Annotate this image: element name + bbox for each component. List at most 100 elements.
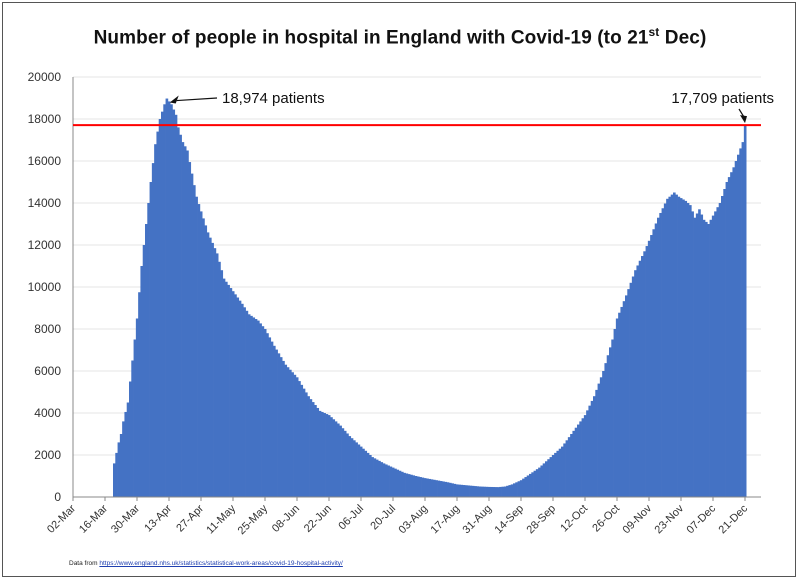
bar	[215, 253, 219, 497]
y-tick-label: 4000	[34, 406, 61, 420]
bar	[353, 440, 356, 497]
bar	[437, 480, 441, 497]
bar	[433, 479, 436, 497]
bar	[732, 167, 736, 498]
bar	[698, 209, 701, 498]
bar	[590, 400, 594, 497]
bar	[743, 125, 747, 498]
bar	[266, 333, 269, 497]
bar	[526, 475, 530, 497]
bar	[622, 301, 626, 497]
bar	[403, 472, 406, 497]
bar	[581, 418, 585, 497]
bar	[311, 402, 315, 497]
bar	[547, 459, 550, 497]
x-tick-label: 27-Apr	[174, 502, 206, 534]
bar	[453, 483, 457, 497]
bar	[332, 419, 336, 497]
bar	[170, 104, 173, 498]
bar	[174, 114, 178, 498]
bar	[309, 399, 313, 497]
bar	[627, 289, 630, 497]
bar	[229, 288, 233, 497]
bar	[398, 470, 402, 497]
bar	[261, 326, 265, 497]
bar	[458, 484, 461, 497]
bar	[250, 315, 253, 497]
bar	[279, 357, 283, 497]
y-tick-label: 14000	[28, 196, 62, 210]
bar	[481, 486, 484, 497]
bar	[419, 477, 422, 497]
bar	[565, 440, 569, 497]
bar	[561, 446, 564, 497]
bar	[451, 483, 454, 497]
x-tick-label: 28-Sep	[525, 503, 559, 537]
source-label: Data from	[69, 560, 98, 567]
bar	[119, 434, 123, 497]
bar	[241, 303, 244, 497]
bar	[362, 448, 365, 497]
x-tick-label: 31-Aug	[461, 503, 495, 537]
bar	[293, 374, 297, 497]
bar	[487, 486, 491, 497]
bar	[247, 314, 251, 497]
bar	[291, 372, 294, 497]
bar	[583, 415, 587, 497]
bar	[122, 421, 125, 497]
chart-plot: 0 2000 4000 6000 8000 10000 12000 14000 16000 180…	[28, 70, 774, 537]
bar	[346, 433, 349, 497]
bar	[506, 485, 509, 497]
bar	[625, 295, 628, 497]
bar	[213, 248, 217, 497]
bar	[371, 457, 374, 497]
source-link[interactable]: https://www.england.nhs.uk/statistics/st…	[99, 560, 343, 567]
bar	[220, 270, 224, 497]
bar	[421, 477, 425, 497]
bar	[401, 471, 404, 497]
bar	[369, 455, 372, 497]
x-tick-label: 20-Jul	[368, 503, 398, 533]
bar	[469, 485, 473, 497]
bar	[181, 142, 185, 497]
bar	[707, 224, 710, 497]
bar	[677, 196, 681, 497]
bar	[444, 481, 448, 497]
bar-series	[113, 98, 747, 498]
bar	[199, 211, 203, 497]
bar	[689, 205, 692, 497]
bar	[467, 485, 470, 497]
bar	[222, 278, 226, 497]
bar	[503, 486, 507, 497]
bar	[695, 213, 699, 497]
bar	[378, 460, 381, 497]
bar	[350, 438, 354, 497]
bar	[204, 225, 208, 497]
chart-title: Number of people in hospital in England …	[3, 25, 797, 49]
bar	[426, 478, 429, 497]
bar	[533, 470, 537, 497]
bar	[501, 486, 505, 497]
x-tick-label: 26-Oct	[590, 503, 622, 535]
bar	[602, 371, 605, 497]
bar	[554, 452, 557, 497]
x-tick-label: 03-Aug	[397, 503, 431, 537]
x-tick-label: 12-Oct	[558, 503, 590, 535]
x-tick-label: 02-Mar	[45, 502, 78, 535]
bar	[316, 407, 320, 497]
bar	[195, 196, 198, 497]
y-tick-labels: 0 2000 4000 6000 8000 10000 12000 14000 16000 180…	[28, 70, 62, 504]
bar	[449, 482, 452, 497]
bar	[634, 270, 637, 497]
bar	[551, 455, 555, 497]
bar	[652, 229, 656, 497]
bar	[593, 396, 596, 497]
bar	[273, 345, 276, 497]
bar	[391, 467, 395, 497]
bar	[145, 224, 148, 497]
x-tick-label: 17-Aug	[429, 503, 463, 537]
bar	[522, 478, 525, 497]
bar	[675, 194, 678, 497]
bar	[510, 484, 514, 497]
x-tick-label: 13-Apr	[142, 502, 174, 534]
